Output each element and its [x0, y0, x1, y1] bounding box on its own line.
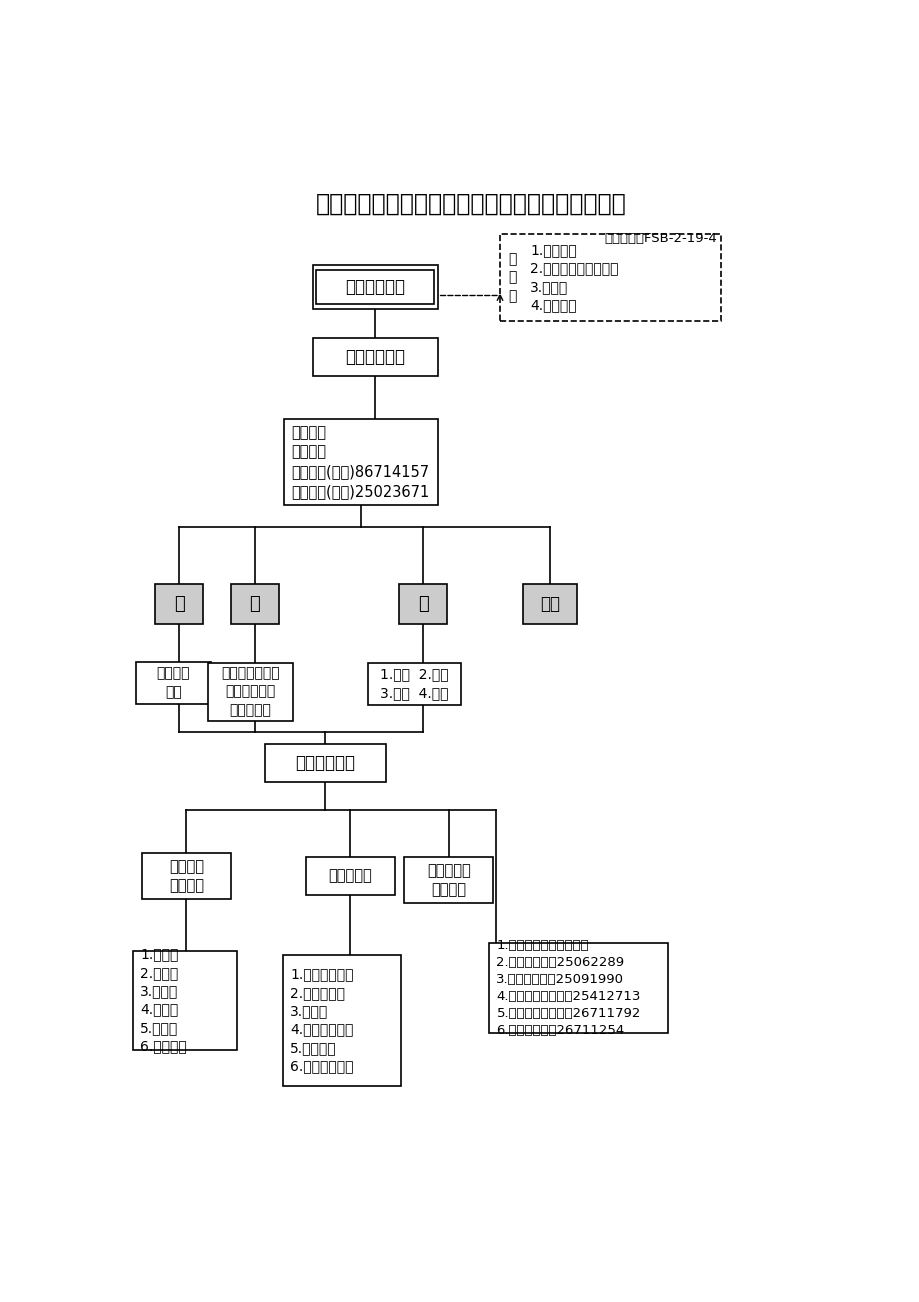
Text: 1.學校各級長官
2.軍訓室主任
3.系教官
4.導師、系主任
5.學生家長
6.教育部軍訓處: 1.學校各級長官 2.軍訓室主任 3.系教官 4.導師、系主任 5.學生家長 6… [289, 967, 353, 1073]
Bar [368, 663, 460, 704]
Text: 緊急事件狀況: 緊急事件狀況 [345, 348, 404, 366]
Text: 教職員工
學生: 教職員工 學生 [156, 667, 190, 699]
Text: 緊急事件發生: 緊急事件發生 [345, 277, 404, 296]
Text: 臺北大學
校安中心
軍訓室：(三峽)86714157
　　　　(台北)25023671: 臺北大學 校安中心 軍訓室：(三峽)86714157 (台北)25023671 [291, 424, 429, 499]
Text: 1.值勤人員
2.學校教、職、員、生
3.警衛室
4.校外人士: 1.值勤人員 2.學校教、職、員、生 3.警衛室 4.校外人士 [529, 243, 618, 312]
Bar [231, 585, 278, 625]
Text: 1.衛保組
2.營繕組
3.事務組
4.生輔組
5.僑輔組
6.諮商中心: 1.衛保組 2.營繕組 3.事務組 4.生輔組 5.僑輔組 6.諮商中心 [141, 948, 187, 1053]
Text: 圖表編號：FSB-2-19-4: 圖表編號：FSB-2-19-4 [604, 232, 717, 245]
Bar [208, 663, 293, 721]
Text: 其他: 其他 [539, 595, 560, 613]
Bar [312, 337, 437, 376]
Bar [265, 743, 386, 781]
Bar [523, 585, 576, 625]
Text: 人: 人 [174, 595, 185, 613]
Bar [142, 853, 231, 900]
Text: 地: 地 [417, 595, 428, 613]
Text: 1.保留現場向警察局報案
2.長春派出所：25062289
3.建國派出所：25091990
4.中山分局刑事組：25412713
5.三峽分局刑事組：2671: 1.保留現場向警察局報案 2.長春派出所：25062289 3.建國派出所：25… [496, 939, 641, 1038]
Bar [305, 857, 394, 894]
Text: 發
現
者: 發 現 者 [508, 253, 516, 303]
Bar [154, 585, 203, 625]
Text: 緊急事件處理: 緊急事件處理 [295, 754, 355, 772]
Bar [136, 661, 210, 703]
Bar [283, 956, 400, 1086]
Bar [312, 264, 437, 309]
Text: 緊急送醫及
緊急救護: 緊急送醫及 緊急救護 [426, 863, 470, 897]
Bar [403, 857, 493, 904]
Bar [500, 234, 720, 320]
Text: 殺人、自殺事件
重大意外事件
、天然災害: 殺人、自殺事件 重大意外事件 、天然災害 [221, 667, 279, 717]
Text: 國立臺北大學軍訓教官值勤室緊急事件處理流程圖: 國立臺北大學軍訓教官值勤室緊急事件處理流程圖 [316, 191, 626, 215]
Text: 事: 事 [249, 595, 260, 613]
Bar [489, 943, 667, 1034]
Text: 協調相關
權責單位: 協調相關 權責單位 [168, 858, 204, 893]
Bar [133, 952, 236, 1049]
Bar [284, 419, 437, 505]
Bar [316, 270, 434, 303]
Bar [398, 585, 447, 625]
Text: 1.校園  2.宿舍
3.教室  4.校外: 1.校園 2.宿舍 3.教室 4.校外 [380, 668, 448, 699]
Text: 傳達及通知: 傳達及通知 [328, 868, 372, 884]
